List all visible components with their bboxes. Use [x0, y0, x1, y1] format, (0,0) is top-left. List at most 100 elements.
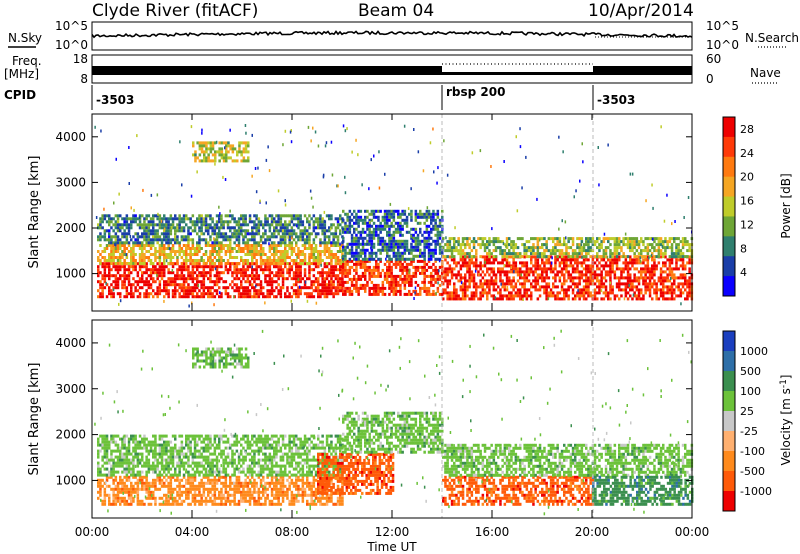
heatmap-cell: [336, 238, 340, 242]
heatmap-cell: [255, 214, 258, 218]
heatmap-cell: [620, 273, 623, 277]
heatmap-cell: [286, 289, 289, 293]
heatmap-cell: [202, 262, 206, 265]
heatmap-cell: [218, 259, 221, 262]
heatmap-cell: [442, 282, 445, 286]
heatmap-cell: [270, 232, 274, 236]
heatmap-cell: [357, 236, 360, 240]
heatmap-cell: [152, 295, 155, 299]
heatmap-cell: [359, 274, 363, 278]
heatmap-cell: [116, 256, 120, 259]
heatmap-cell: [255, 223, 258, 227]
heatmap-cell: [642, 240, 645, 244]
heatmap-cell: [688, 267, 691, 271]
heatmap-cell: [355, 265, 358, 269]
heatmap-cell: [158, 253, 162, 256]
heatmap-cell: [490, 267, 493, 271]
heatmap-cell: [552, 282, 555, 286]
heatmap-cell: [103, 271, 107, 275]
heatmap-cell: [414, 218, 418, 222]
heatmap-cell: [127, 217, 131, 221]
heatmap-cell: [646, 237, 650, 241]
heatmap-cell: [355, 277, 358, 281]
heatmap-cell: [198, 280, 201, 284]
heatmap-cell: [401, 224, 404, 228]
heatmap-cell: [132, 256, 135, 259]
heatmap-cell: [483, 273, 487, 277]
heatmap-cell: [214, 150, 217, 154]
heatmap-cell: [631, 261, 634, 265]
heatmap-cell: [596, 291, 599, 295]
heatmap-cell: [273, 229, 276, 233]
heatmap-cell: [108, 274, 111, 278]
heatmap-cell: [602, 267, 606, 271]
heatmap-point: [443, 139, 445, 143]
heatmap-cell: [470, 249, 474, 253]
heatmap-cell: [182, 217, 186, 221]
heatmap-cell: [266, 262, 269, 265]
heatmap-cell: [677, 249, 680, 253]
heatmap-cell: [604, 237, 608, 241]
heatmap-cell: [299, 286, 302, 290]
heatmap-cell: [642, 279, 645, 283]
heatmap-cell: [457, 249, 460, 253]
heatmap-cell: [466, 261, 469, 265]
heatmap-cell: [319, 244, 322, 247]
heatmap-cell: [648, 291, 652, 295]
heatmap-cell: [123, 286, 126, 290]
heatmap-cell: [427, 286, 431, 290]
heatmap-cell: [121, 232, 124, 236]
heatmap-cell: [229, 268, 232, 272]
heatmap-cell: [295, 241, 298, 245]
heatmap-point: [389, 202, 392, 206]
heatmap-cell: [523, 255, 526, 259]
heatmap-cell: [436, 289, 440, 293]
heatmap-cell: [200, 292, 203, 296]
heatmap-cell: [530, 285, 533, 289]
heatmap-cell: [578, 270, 581, 274]
heatmap-cell: [187, 268, 190, 272]
heatmap-cell: [510, 270, 513, 274]
heatmap-cell: [388, 224, 391, 228]
heatmap-cell: [464, 237, 467, 241]
heatmap-cell: [434, 277, 437, 281]
heatmap-cell: [368, 289, 371, 293]
heatmap-cell: [158, 286, 162, 290]
heatmap-cell: [110, 217, 113, 221]
heatmap-cell: [434, 242, 437, 246]
heatmap-point: [284, 203, 287, 207]
heatmap-cell: [659, 249, 663, 253]
heatmap-cell: [191, 277, 195, 281]
heatmap-point: [510, 266, 512, 270]
heatmap-cell: [103, 214, 107, 218]
heatmap-cell: [410, 245, 413, 249]
heatmap-cell: [383, 262, 387, 266]
heatmap-cell: [427, 292, 431, 296]
heatmap-cell: [244, 253, 247, 256]
heatmap-cell: [479, 264, 482, 268]
heatmap-cell: [364, 274, 367, 278]
heatmap-cell: [355, 262, 358, 266]
heatmap-cell: [392, 248, 396, 252]
heatmap-cell: [174, 286, 177, 290]
heatmap-cell: [154, 265, 157, 269]
heatmap-cell: [339, 223, 342, 227]
heatmap-cell: [207, 265, 210, 269]
heatmap-cell: [394, 221, 398, 225]
heatmap-cell: [479, 285, 482, 289]
heatmap-cell: [399, 257, 402, 261]
heatmap-cell: [615, 294, 619, 298]
heatmap-cell: [158, 238, 162, 242]
heatmap-cell: [152, 235, 155, 239]
heatmap-cell: [284, 277, 287, 281]
heatmap-cell: [336, 241, 340, 245]
heatmap-cell: [292, 217, 296, 221]
heatmap-cell: [571, 258, 575, 262]
heatmap-cell: [490, 294, 493, 298]
heatmap-cell: [444, 270, 447, 274]
heatmap-cell: [666, 258, 669, 262]
heatmap-cell: [303, 262, 307, 266]
heatmap-cell: [508, 264, 511, 268]
heatmap-cell: [651, 258, 654, 262]
heatmap-cell: [191, 268, 195, 272]
